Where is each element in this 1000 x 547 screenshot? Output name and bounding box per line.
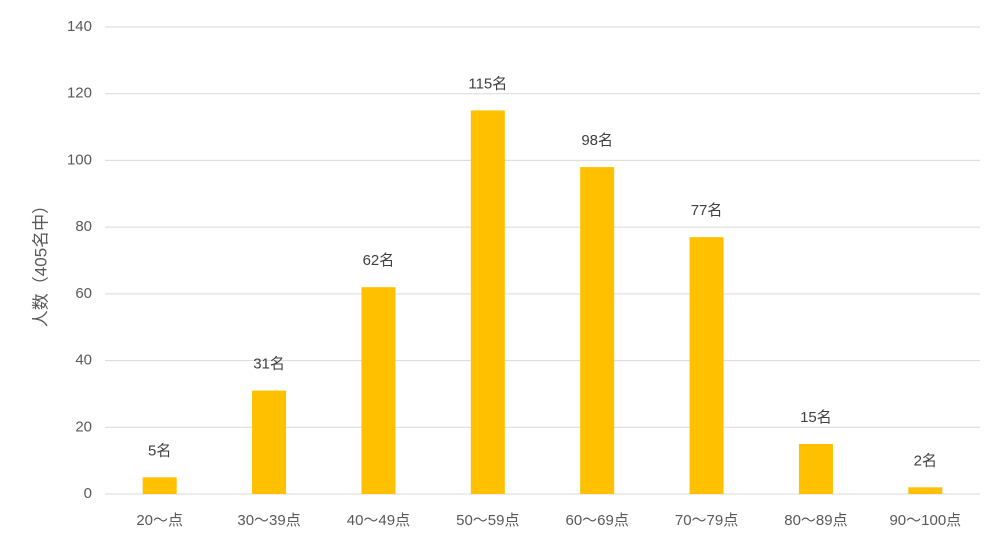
y-tick-label: 20 [75, 418, 92, 435]
data-label: 115名 [468, 75, 507, 92]
x-tick-label: 40～49点 [347, 512, 410, 529]
bar [470, 110, 505, 495]
y-tick-label: 60 [75, 285, 92, 302]
x-tick-label: 80～89点 [784, 512, 847, 529]
data-label: 15名 [800, 409, 832, 426]
y-tick-label: 100 [67, 151, 92, 168]
x-tick-label: 30～39点 [237, 512, 300, 529]
bar [798, 443, 833, 494]
x-tick-label: 60～69点 [566, 512, 629, 529]
bar [252, 390, 287, 494]
x-tick-label: 50～59点 [456, 512, 519, 529]
y-axis-title: 人数（405名中） [31, 197, 50, 327]
data-label: 5名 [148, 442, 171, 459]
x-tick-label: 20～点 [136, 512, 183, 529]
data-label: 98名 [581, 132, 613, 149]
bar [580, 167, 615, 494]
y-tick-label: 0 [84, 485, 92, 502]
x-tick-label: 90～100点 [889, 512, 961, 529]
data-label: 31名 [253, 356, 285, 373]
data-label: 2名 [914, 452, 937, 469]
bar [908, 487, 943, 494]
bar [142, 477, 177, 494]
y-tick-label: 120 [67, 85, 92, 102]
y-tick-label: 80 [75, 218, 92, 235]
x-tick-label: 70～79点 [675, 512, 738, 529]
data-label: 62名 [363, 252, 395, 269]
bar [361, 287, 396, 494]
y-tick-label: 40 [75, 352, 92, 369]
bar [689, 237, 724, 494]
y-tick-label: 140 [67, 18, 92, 35]
data-label: 77名 [691, 202, 723, 219]
